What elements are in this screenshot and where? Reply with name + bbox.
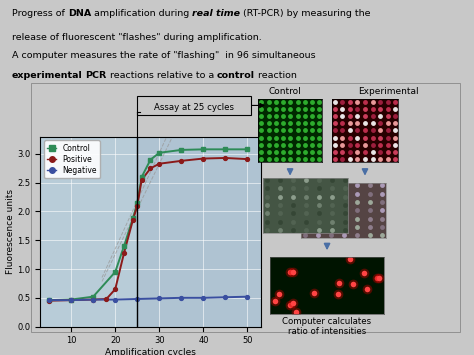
X-axis label: Amplification cycles: Amplification cycles — [105, 348, 196, 355]
Text: Progress of: Progress of — [12, 9, 68, 18]
Text: Computer calculates
ratio of intensities: Computer calculates ratio of intensities — [283, 317, 372, 336]
Text: PCR: PCR — [86, 71, 107, 80]
Text: Experimental: Experimental — [358, 87, 419, 96]
Text: Control: Control — [268, 87, 301, 96]
Text: control: control — [217, 71, 255, 80]
Text: reaction: reaction — [255, 71, 297, 80]
Legend: Control, Positive, Negative: Control, Positive, Negative — [44, 141, 100, 178]
Text: DNA: DNA — [68, 9, 91, 18]
Text: reactions relative to a: reactions relative to a — [107, 71, 217, 80]
Text: real time: real time — [192, 9, 240, 18]
Text: amplification during: amplification during — [91, 9, 192, 18]
Text: A computer measures the rate of "flashing"  in 96 simultaneous: A computer measures the rate of "flashin… — [12, 51, 319, 60]
Text: experimental: experimental — [12, 71, 82, 80]
Y-axis label: Fluorescence units: Fluorescence units — [6, 189, 15, 274]
Text: (RT-PCR) by measuring the: (RT-PCR) by measuring the — [240, 9, 371, 18]
Text: Assay at 25 cycles: Assay at 25 cycles — [155, 103, 234, 112]
Bar — [137, 137, 261, 327]
Text: release of fluorescent "flashes" during amplification.: release of fluorescent "flashes" during … — [12, 33, 262, 42]
